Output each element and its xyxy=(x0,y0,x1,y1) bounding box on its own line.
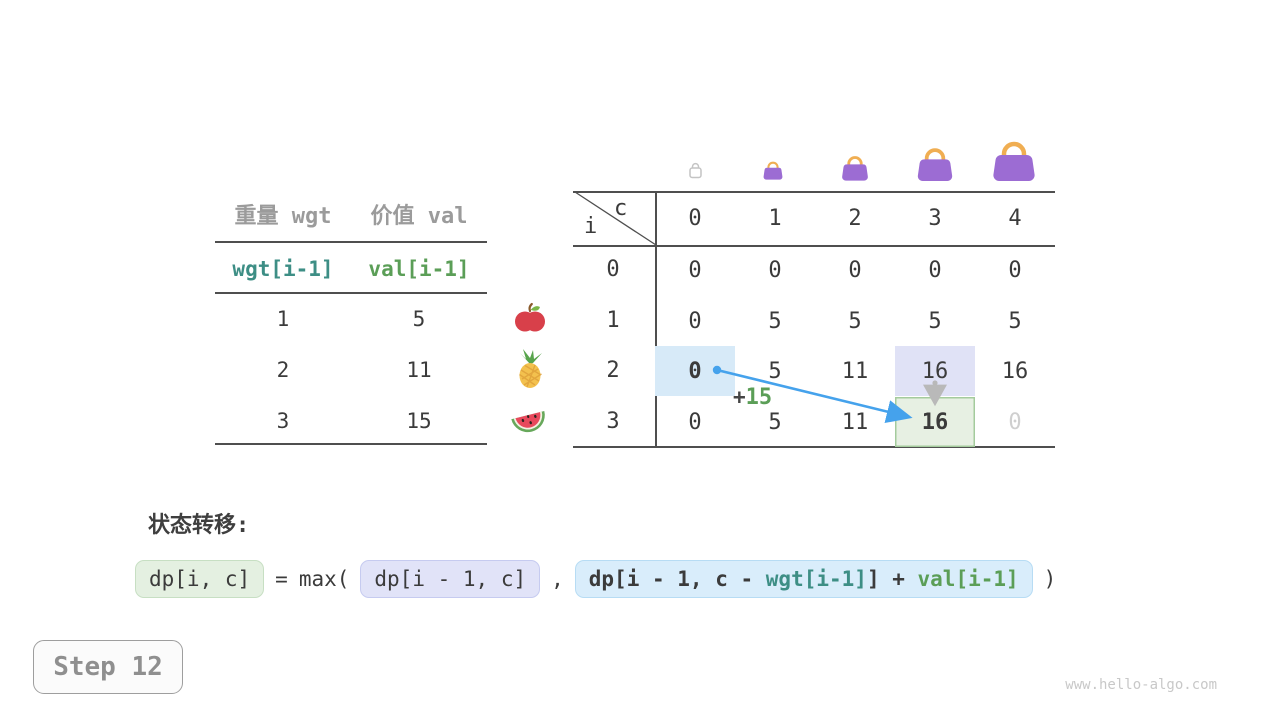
dp-cell: 0 xyxy=(688,257,702,283)
watermelon-icon xyxy=(511,411,545,433)
formula-arg1-box: dp[i - 1, c] xyxy=(360,560,541,598)
dp-cell: 5 xyxy=(848,308,862,334)
apple-icon xyxy=(515,302,545,332)
arg2-wgt-term: wgt[i-1] xyxy=(765,567,867,591)
state-transition-formula: dp[i, c] = max( dp[i - 1, c] , dp[i - 1,… xyxy=(135,560,1056,598)
col-label: 2 xyxy=(848,205,862,231)
handbag-icon xyxy=(917,148,953,181)
weight-cell: 3 xyxy=(276,409,290,433)
value-header: 价值 val xyxy=(370,204,468,229)
formula-heading: 状态转移: xyxy=(148,513,250,538)
row-label: 2 xyxy=(606,358,620,383)
col-axis-symbol: c xyxy=(614,196,628,221)
col-label: 1 xyxy=(768,205,782,231)
col-label: 3 xyxy=(928,205,942,231)
divider xyxy=(655,191,657,447)
divider xyxy=(215,241,487,243)
comma: , xyxy=(551,567,564,591)
dp-cell: 0 xyxy=(688,308,702,334)
formula-lhs-box: dp[i, c] xyxy=(135,560,265,598)
dp-cell-compare: 16 xyxy=(895,346,975,396)
dp-cell: 11 xyxy=(841,409,869,435)
watermark: www.hello-algo.com xyxy=(1065,677,1217,693)
handbag-icon xyxy=(763,161,783,180)
arg2-prefix: dp[i - 1, c - xyxy=(588,567,766,591)
dp-cell-target: 16 xyxy=(895,397,975,447)
dp-cell-source: 0 xyxy=(655,346,735,396)
dp-cell: 0 xyxy=(848,257,862,283)
dp-cell: 0 xyxy=(688,409,702,435)
weight-value-subheader-row: wgt[i-1] val[i-1] xyxy=(215,257,487,281)
dp-cell: 5 xyxy=(1008,308,1022,334)
handbag-icon xyxy=(993,141,1035,181)
col-label: 4 xyxy=(1008,205,1022,231)
pineapple-icon xyxy=(519,349,542,388)
dp-cell: 5 xyxy=(928,308,942,334)
dp-cell-pending: 0 xyxy=(1008,409,1022,435)
dp-row: 0 5 11 16 16 xyxy=(655,346,1055,396)
formula-arg2-box: dp[i - 1, c - wgt[i-1]] + val[i-1] xyxy=(574,560,1033,598)
max-open: max( xyxy=(298,567,350,591)
plus-sign: + xyxy=(733,385,746,409)
dp-cell: 0 xyxy=(1008,257,1022,283)
divider xyxy=(573,191,1055,193)
weight-cell: 1 xyxy=(276,307,290,331)
val-formula-label: val[i-1] xyxy=(368,257,470,281)
row-label: 1 xyxy=(606,308,620,333)
arg2-val-term: val[i-1] xyxy=(917,567,1019,591)
dp-cell: 0 xyxy=(768,257,782,283)
dp-row: 0 5 11 16 0 xyxy=(655,397,1055,447)
weight-header: 重量 wgt xyxy=(234,204,332,229)
value-cell: 15 xyxy=(406,409,432,433)
handbag-icon xyxy=(842,156,868,181)
dp-row: 0 0 0 0 0 xyxy=(655,245,1055,295)
equals-sign: = xyxy=(275,567,288,591)
table-row: 2 11 xyxy=(215,358,487,382)
divider xyxy=(573,446,1055,448)
wgt-formula-label: wgt[i-1] xyxy=(232,257,334,281)
empty-bag-icon xyxy=(689,162,702,179)
row-axis-symbol: i xyxy=(584,214,598,239)
dp-cell: 16 xyxy=(1001,358,1029,384)
dp-cell: 11 xyxy=(841,358,869,384)
value-cell: 11 xyxy=(406,358,432,382)
arg2-mid: ] + xyxy=(866,567,918,591)
gain-annotation: +15 xyxy=(733,385,772,410)
weight-cell: 2 xyxy=(276,358,290,382)
row-label: 3 xyxy=(606,409,620,434)
close-paren: ) xyxy=(1043,567,1057,591)
value-cell: 5 xyxy=(412,307,426,331)
row-label: 0 xyxy=(606,257,620,282)
dp-column-labels: 0 1 2 3 4 xyxy=(655,191,1055,245)
table-row: 3 15 xyxy=(215,409,487,433)
divider xyxy=(215,443,487,445)
divider xyxy=(215,292,487,294)
gain-value: 15 xyxy=(745,385,773,410)
table-row: 1 5 xyxy=(215,307,487,331)
divider xyxy=(573,245,1055,247)
dp-cell: 5 xyxy=(768,308,782,334)
weight-value-header-row: 重量 wgt 价值 val xyxy=(215,198,487,230)
dp-row: 0 5 5 5 5 xyxy=(655,296,1055,346)
step-badge: Step 12 xyxy=(33,640,183,694)
dp-cell: 0 xyxy=(928,257,942,283)
col-label: 0 xyxy=(688,205,702,231)
